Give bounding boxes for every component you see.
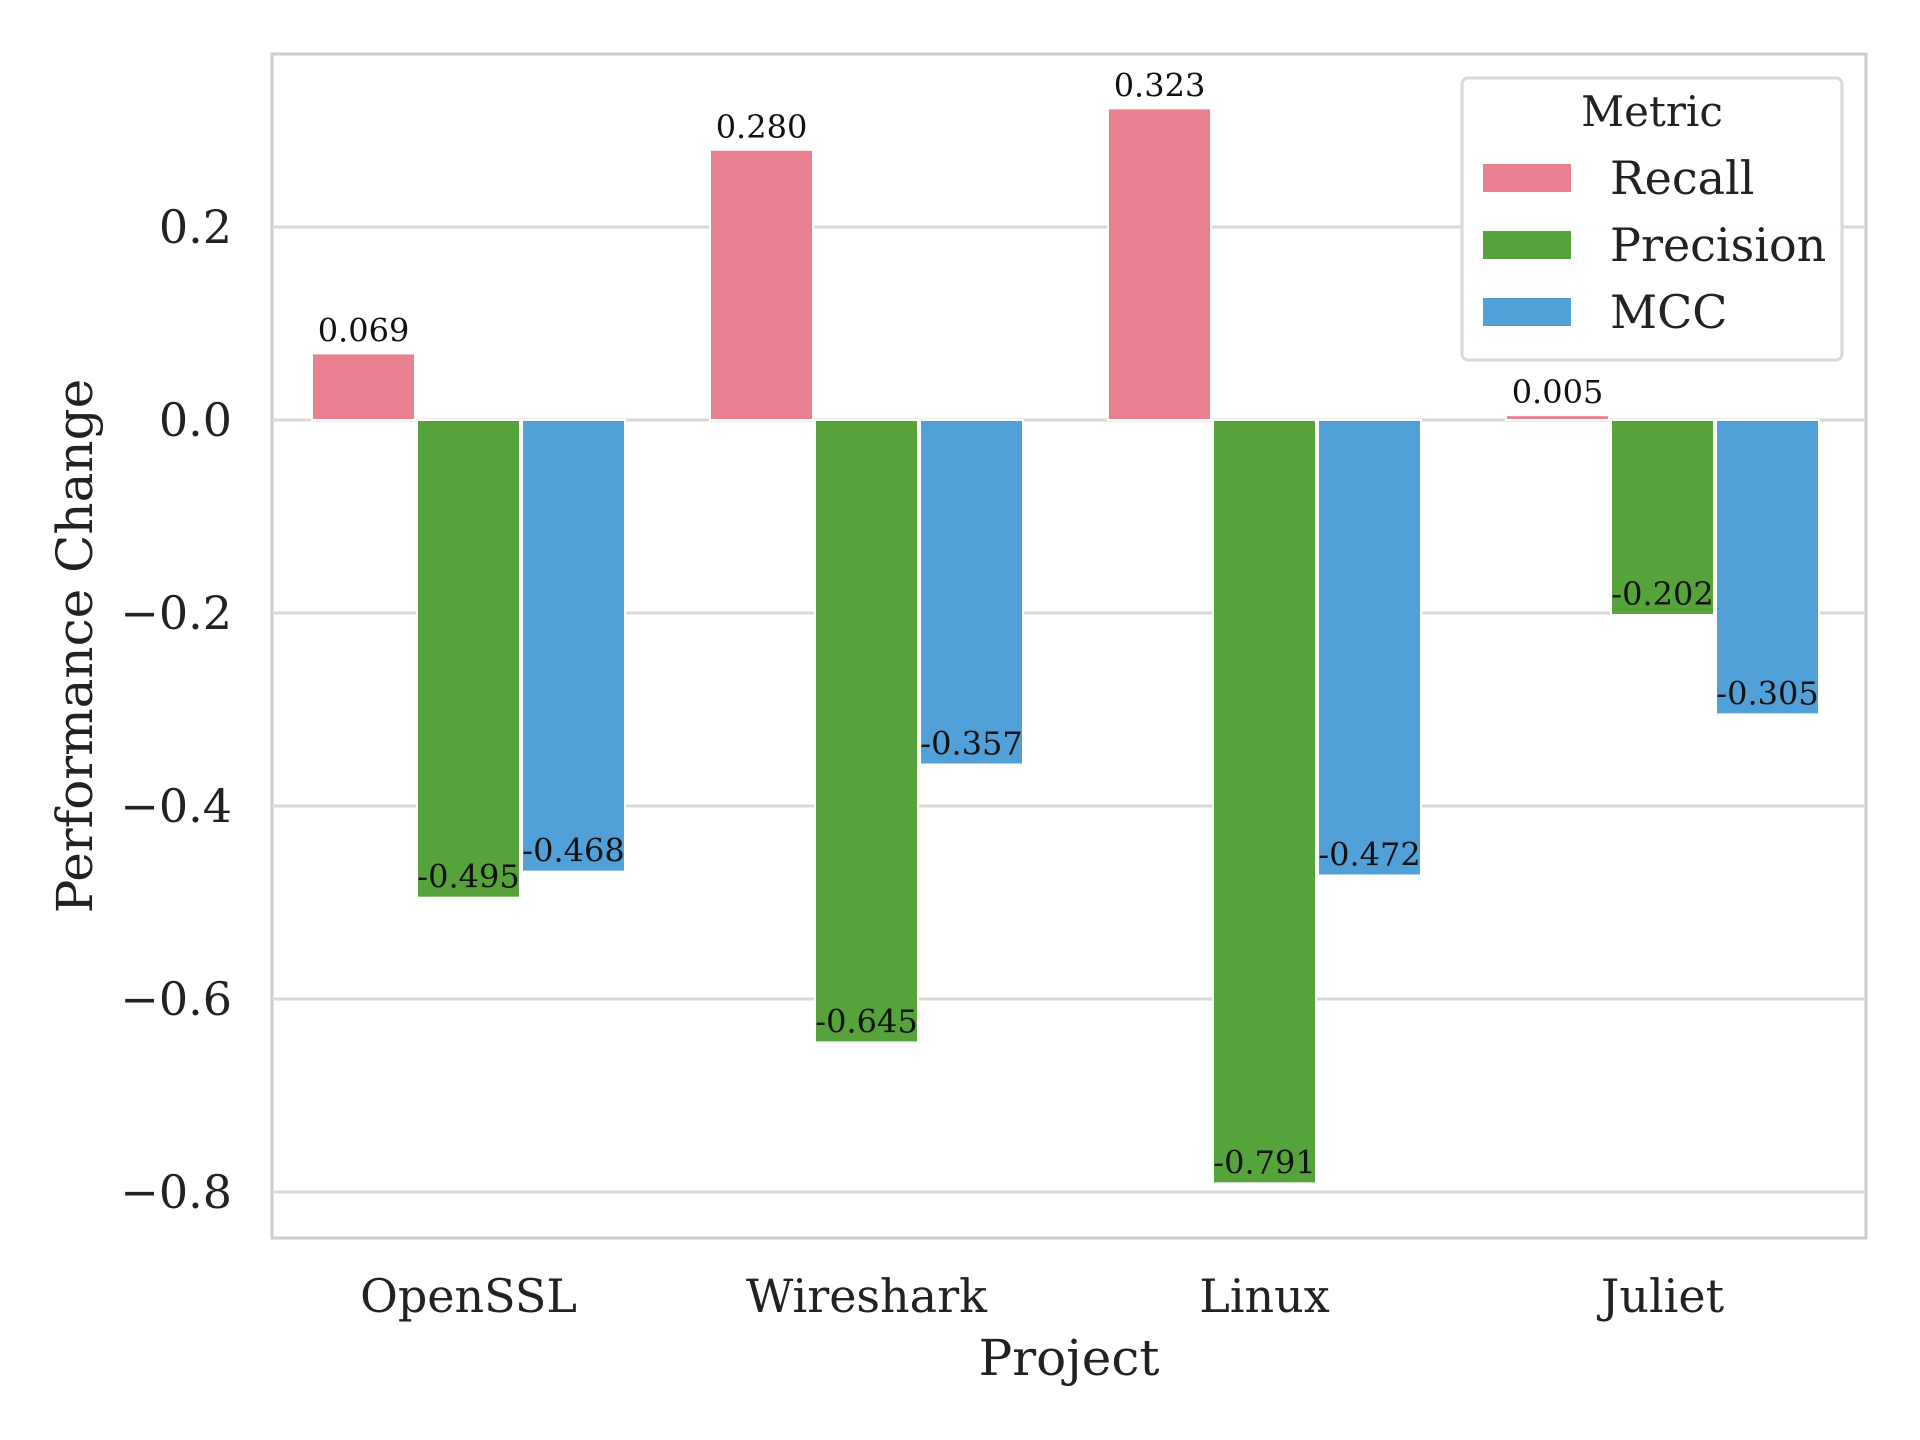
bar-mcc: [1715, 419, 1820, 716]
x-axis-label: Project: [979, 1329, 1160, 1387]
x-tick-labels: OpenSSL Wireshark Linux Juliet: [360, 1269, 1725, 1323]
value-label: -0.472: [1318, 835, 1420, 873]
x-tick-label: Wireshark: [746, 1269, 988, 1323]
legend-label-recall: Recall: [1610, 151, 1754, 205]
value-label: -0.202: [1611, 575, 1713, 613]
bar-precision: [814, 419, 919, 1044]
bar-mcc: [919, 419, 1024, 766]
bar-mcc: [1317, 419, 1422, 877]
legend-box: [1460, 76, 1844, 362]
y-tick-label: −0.8: [120, 1165, 232, 1219]
value-label: -0.791: [1213, 1143, 1315, 1181]
bar-precision: [1212, 419, 1317, 1185]
y-tick-label: −0.2: [120, 586, 232, 640]
value-label: -0.468: [522, 832, 624, 870]
data-labels: 0.069 -0.495-0.468 0.280 -0.645 -0.357 0.323 -…: [318, 66, 1819, 1181]
y-tick-label: −0.4: [120, 779, 232, 833]
value-label: 0.323: [1114, 66, 1206, 104]
bar-recall: [1107, 107, 1212, 422]
legend-label-precision: Precision: [1610, 218, 1826, 272]
value-label: -0.645: [815, 1002, 917, 1040]
legend-title: Metric: [1581, 87, 1723, 136]
y-tick-labels: 0.2 0.0 −0.2 −0.4 −0.6 −0.8: [120, 200, 232, 1219]
legend-swatch-recall: [1483, 164, 1571, 192]
value-label: -0.305: [1716, 674, 1818, 712]
x-tick-label: OpenSSL: [360, 1269, 577, 1323]
x-tick-label: Juliet: [1597, 1269, 1725, 1323]
value-label: 0.069: [318, 311, 410, 349]
legend-swatch-precision: [1483, 231, 1571, 259]
x-tick-label: Linux: [1199, 1269, 1330, 1323]
legend: Metric Recall Precision MCC: [1460, 76, 1844, 362]
y-axis-label: Performance Change: [46, 379, 104, 913]
value-label: -0.495: [417, 858, 519, 896]
value-label: 0.280: [716, 108, 808, 146]
legend-label-mcc: MCC: [1610, 285, 1728, 339]
bar-mcc: [521, 419, 626, 873]
y-tick-label: 0.0: [159, 393, 232, 447]
bar-recall: [709, 148, 814, 422]
legend-swatch-mcc: [1483, 298, 1571, 326]
y-tick-label: 0.2: [159, 200, 232, 254]
bar-precision: [1610, 419, 1715, 616]
bars: [311, 107, 1820, 1185]
bar-recall: [311, 352, 416, 422]
y-tick-label: −0.6: [120, 972, 232, 1026]
bar-precision: [416, 419, 521, 899]
value-label: -0.357: [920, 725, 1022, 763]
legend-entries: Recall Precision MCC: [1483, 151, 1826, 339]
bar-recall: [1505, 414, 1610, 421]
value-label: 0.005: [1512, 373, 1604, 411]
